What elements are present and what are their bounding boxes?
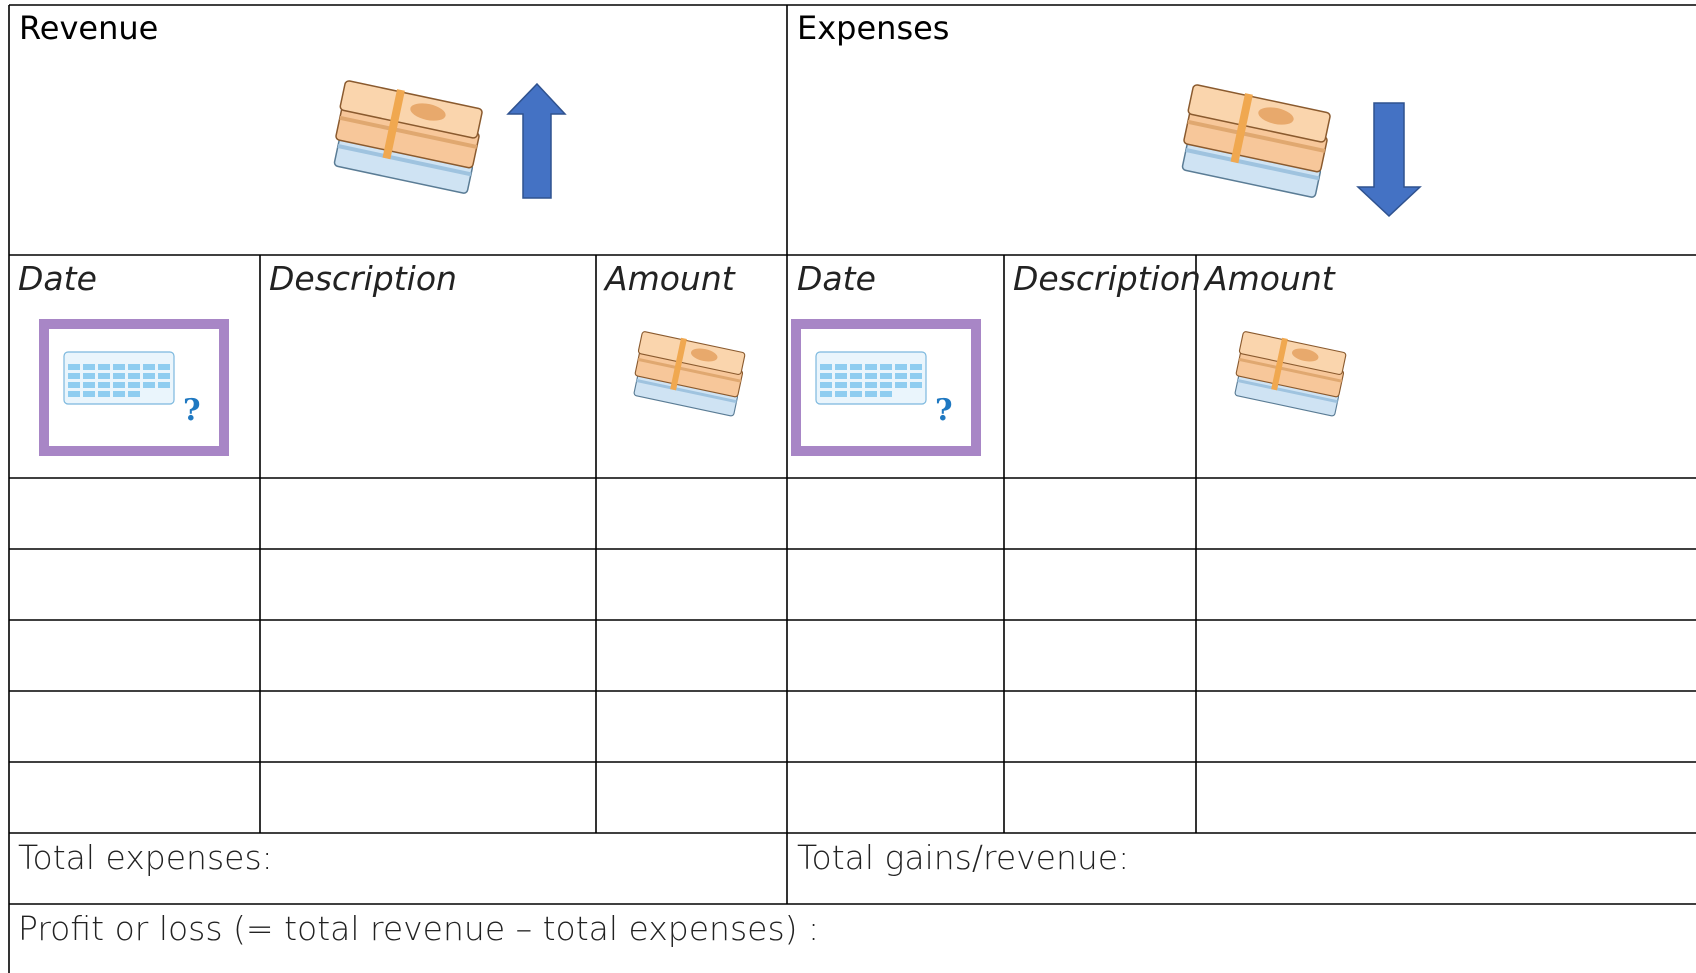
section-title: Revenue bbox=[19, 9, 158, 47]
total-label: Total expenses: bbox=[18, 838, 273, 877]
column-header: Amount bbox=[603, 259, 736, 298]
column-header: Description bbox=[1013, 259, 1201, 298]
money-icon bbox=[1229, 329, 1349, 417]
down-arrow bbox=[1356, 102, 1422, 218]
column-header: Description bbox=[269, 259, 457, 298]
calendar-icon bbox=[796, 324, 976, 451]
money-icon bbox=[628, 329, 748, 417]
total-label: Total gains/revenue: bbox=[797, 838, 1129, 877]
calendar-mark: ? bbox=[183, 393, 201, 428]
table-grid bbox=[8, 4, 1696, 973]
calendar-mark: ? bbox=[935, 393, 953, 428]
up-arrow bbox=[506, 82, 567, 199]
column-header: Date bbox=[18, 259, 97, 298]
section-title: Expenses bbox=[797, 9, 949, 47]
profit-label: Profit or loss (= total revenue – total … bbox=[18, 909, 819, 948]
column-header: Date bbox=[797, 259, 876, 298]
calendar-icon bbox=[44, 324, 224, 451]
column-header: Amount bbox=[1203, 259, 1336, 298]
money-icon bbox=[327, 77, 486, 195]
money-icon bbox=[1175, 81, 1334, 199]
